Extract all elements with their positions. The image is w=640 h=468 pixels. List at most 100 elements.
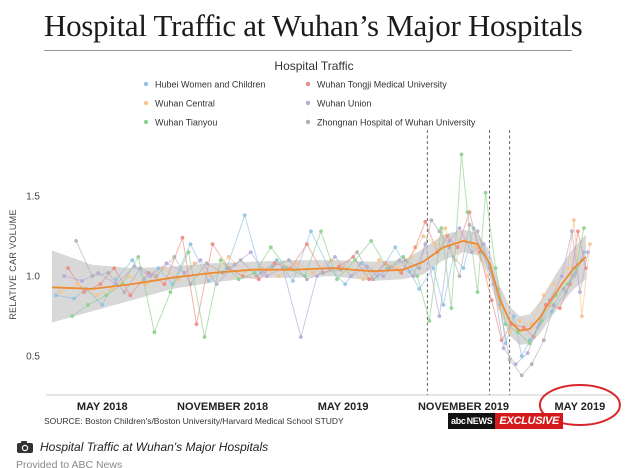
data-point-hubei-women-and-children-15 (291, 279, 295, 283)
data-point-wuhan-union-17 (349, 274, 353, 278)
data-point-hubei-women-and-children-10 (206, 279, 211, 283)
data-point-wuhan-union-12 (264, 274, 269, 278)
data-point-wuhan-tianyou-21 (415, 274, 420, 278)
data-point-wuhan-tianyou-22 (427, 319, 432, 323)
data-point-zhongnan-hospital-of-wuhan-university-12 (270, 264, 275, 269)
data-point-wuhan-central-35 (565, 266, 570, 270)
hospital-traffic-chart: Hospital Traffic Hubei Women and Childre… (8, 59, 621, 426)
data-point-wuhan-tongji-medical-university-17 (337, 264, 341, 269)
data-point-hubei-women-and-children-4 (114, 277, 119, 282)
data-point-wuhan-tianyou-0 (70, 314, 74, 318)
smoothed-trend-line (51, 239, 587, 332)
data-point-hubei-women-and-children-1 (72, 296, 76, 301)
news-logo-text: NEWS (466, 416, 493, 426)
data-point-wuhan-tianyou-6 (168, 290, 173, 294)
x-tick-label-4: MAY 2019 (555, 401, 606, 413)
data-point-wuhan-central-5 (144, 282, 149, 286)
data-point-wuhan-central-7 (176, 277, 181, 282)
y-axis-label: RELATIVE CAR VOLUME (8, 209, 18, 320)
x-tick-label-2: MAY 2019 (318, 401, 369, 413)
data-point-wuhan-union-24 (447, 239, 452, 243)
may-2019-highlight-ellipse (538, 384, 621, 426)
data-point-wuhan-central-13 (276, 274, 281, 278)
data-point-zhongnan-hospital-of-wuhan-university-35 (561, 287, 566, 291)
data-point-wuhan-union-0 (62, 274, 66, 278)
data-point-wuhan-tianyou-26 (465, 210, 470, 215)
data-point-wuhan-union-21 (411, 274, 416, 278)
data-point-wuhan-union-25 (457, 226, 462, 231)
legend-label-5: Zhongnan Hospital of Wuhan University (317, 117, 476, 127)
data-point-wuhan-union-31 (525, 351, 530, 355)
data-point-zhongnan-hospital-of-wuhan-university-30 (507, 357, 512, 362)
chart-legend: Hubei Women and Children Wuhan Tongji Med… (143, 79, 476, 127)
data-point-zhongnan-hospital-of-wuhan-university-0 (74, 239, 78, 243)
legend-label-1: Wuhan Tongji Medical University (317, 79, 447, 89)
data-point-wuhan-tongji-medical-university-1 (82, 290, 86, 294)
image-caption: Hospital Traffic at Wuhan's Major Hospit… (40, 440, 269, 454)
data-point-zhongnan-hospital-of-wuhan-university-14 (305, 277, 309, 282)
data-point-hubei-women-and-children-0 (54, 293, 58, 298)
data-point-hubei-women-and-children-16 (309, 229, 313, 234)
data-point-wuhan-tianyou-12 (268, 245, 273, 250)
data-point-hubei-women-and-children-19 (359, 261, 363, 266)
y-tick-label-0: 0.5 (26, 352, 40, 363)
data-point-wuhan-central-22 (421, 234, 426, 239)
data-point-wuhan-union-27 (481, 242, 486, 247)
title-divider (44, 50, 572, 51)
data-point-zhongnan-hospital-of-wuhan-university-33 (541, 338, 546, 343)
data-point-wuhan-tongji-medical-university-29 (489, 298, 494, 302)
data-point-hubei-women-and-children-5 (130, 258, 135, 262)
data-point-wuhan-central-14 (295, 261, 299, 266)
data-point-wuhan-central-30 (507, 330, 512, 335)
data-point-wuhan-central-23 (433, 242, 438, 247)
data-point-wuhan-central-31 (517, 319, 522, 323)
legend-marker-0 (143, 81, 149, 87)
data-point-zhongnan-hospital-of-wuhan-university-8 (204, 261, 209, 266)
legend-label-3: Wuhan Union (317, 98, 371, 108)
data-point-hubei-women-and-children-9 (188, 242, 193, 247)
legend-marker-3 (305, 100, 311, 106)
data-point-wuhan-tongji-medical-university-6 (162, 282, 167, 286)
data-point-wuhan-central-19 (377, 258, 382, 262)
data-point-wuhan-central-3 (110, 287, 115, 291)
data-point-zhongnan-hospital-of-wuhan-university-6 (172, 255, 177, 259)
data-point-wuhan-tianyou-4 (136, 255, 141, 259)
legend-label-0: Hubei Women and Children (155, 79, 265, 89)
data-point-wuhan-union-19 (381, 274, 386, 278)
data-point-wuhan-union-14 (299, 335, 303, 339)
data-point-zhongnan-hospital-of-wuhan-university-3 (122, 290, 127, 294)
legend-label-2: Wuhan Central (155, 98, 215, 108)
data-point-zhongnan-hospital-of-wuhan-university-25 (457, 274, 462, 278)
data-point-wuhan-tianyou-1 (86, 303, 90, 307)
data-point-zhongnan-hospital-of-wuhan-university-15 (321, 271, 325, 275)
data-point-zhongnan-hospital-of-wuhan-university-5 (154, 274, 159, 278)
data-point-wuhan-tianyou-15 (319, 229, 323, 234)
legend-marker-5 (305, 119, 311, 125)
data-point-zhongnan-hospital-of-wuhan-university-22 (429, 218, 434, 223)
data-point-wuhan-tongji-medical-university-32 (521, 325, 526, 330)
data-point-zhongnan-hospital-of-wuhan-university-1 (90, 274, 95, 278)
data-point-wuhan-tongji-medical-university-2 (98, 282, 103, 286)
data-point-wuhan-tianyou-2 (104, 293, 109, 298)
data-point-wuhan-tianyou-9 (218, 258, 223, 262)
data-point-wuhan-union-16 (333, 255, 337, 259)
image-credit: Provided to ABC News (16, 459, 123, 468)
data-point-wuhan-tongji-medical-university-4 (128, 293, 133, 298)
x-tick-label-3: NOVEMBER 2019 (418, 401, 509, 413)
data-point-zhongnan-hospital-of-wuhan-university-34 (551, 303, 556, 307)
data-point-zhongnan-hospital-of-wuhan-university-29 (497, 303, 502, 307)
data-point-wuhan-tianyou-25 (459, 152, 464, 157)
data-point-wuhan-tianyou-8 (202, 335, 207, 339)
data-point-hubei-women-and-children-24 (431, 266, 436, 270)
data-point-zhongnan-hospital-of-wuhan-university-2 (106, 271, 111, 275)
data-point-wuhan-central-2 (94, 293, 99, 298)
data-point-wuhan-tianyou-37 (582, 226, 586, 231)
series-line-wuhan-tianyou (71, 154, 585, 345)
data-point-zhongnan-hospital-of-wuhan-university-26 (467, 223, 472, 227)
data-point-wuhan-tianyou-10 (236, 277, 241, 282)
data-point-zhongnan-hospital-of-wuhan-university-27 (475, 229, 480, 234)
data-point-wuhan-tianyou-23 (439, 226, 444, 231)
data-point-wuhan-union-36 (578, 290, 582, 294)
source-note: SOURCE: Boston Children's/Boston Univers… (44, 416, 344, 426)
page-title: Hospital Traffic at Wuhan’s Major Hospit… (44, 8, 583, 43)
